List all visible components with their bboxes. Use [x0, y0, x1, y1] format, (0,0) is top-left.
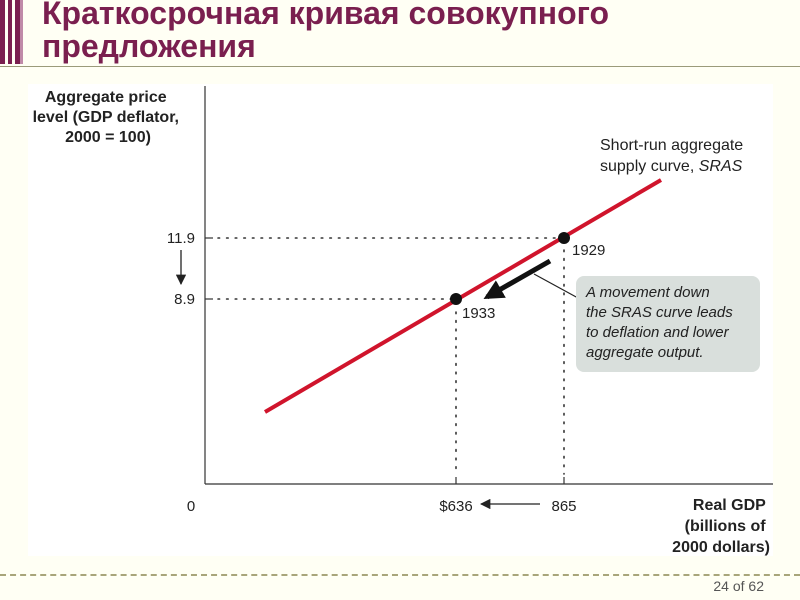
- point-label-1933: 1933: [462, 305, 495, 322]
- footer-divider: [0, 574, 800, 576]
- slide-title: Краткосрочная кривая совокупного предлож…: [42, 0, 610, 64]
- x-tick-label-636: $636: [439, 498, 472, 515]
- sras-curve: [263, 178, 663, 414]
- y-tick-label-11.9: 11.9: [167, 230, 195, 247]
- point-1929: [558, 232, 570, 244]
- accent-stripe: [5, 0, 8, 64]
- callout-box: [576, 276, 760, 372]
- title-divider: [0, 66, 800, 67]
- x-axis-label: Real GDP (billions of 2000 dollars): [672, 497, 770, 556]
- origin-label: 0: [187, 498, 195, 515]
- y-axis-label: Aggregate price level (GDP deflator, 200…: [33, 89, 184, 146]
- accent-stripe: [12, 0, 15, 64]
- y-tick-label-8.9: 8.9: [174, 291, 195, 308]
- sras-curve-label: Short-run aggregate supply curve, SRAS: [600, 137, 748, 175]
- callout-leader: [533, 273, 579, 299]
- x-tick-label-865: 865: [551, 498, 576, 515]
- page-number: 24 of 62: [713, 578, 764, 594]
- point-label-1929: 1929: [572, 242, 605, 259]
- movement-down-arrow: [483, 258, 552, 300]
- callout-text: A movement down the SRAS curve leads to …: [585, 284, 737, 361]
- point-1933: [450, 293, 462, 305]
- title-accent-bar: [0, 0, 23, 64]
